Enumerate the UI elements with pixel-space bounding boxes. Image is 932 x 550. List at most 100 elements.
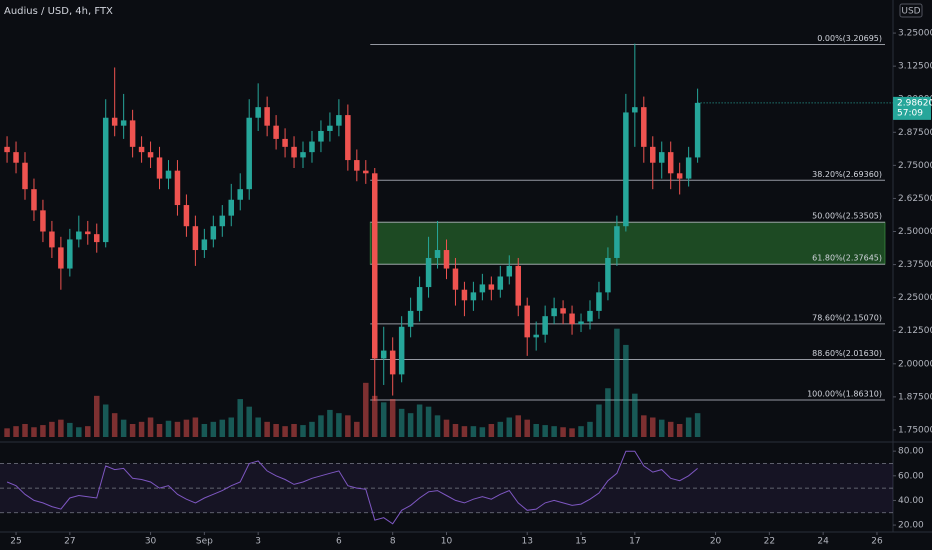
volume-bar	[246, 406, 252, 437]
candle-body	[76, 231, 82, 240]
volume-bar	[398, 408, 405, 437]
x-tick-label: 22	[764, 537, 775, 547]
y-tick-label: 1.87500	[898, 392, 932, 402]
volume-bar	[533, 424, 539, 437]
volume-bar	[524, 419, 530, 437]
candle-body	[228, 199, 235, 216]
candle-body	[156, 157, 163, 179]
candle-body	[452, 268, 459, 290]
fib-label: 88.60%(2.01630)	[812, 349, 882, 358]
candle-body	[533, 334, 539, 338]
volume-bar	[542, 425, 548, 437]
fib-label: 61.80%(2.37645)	[812, 254, 882, 263]
volume-bar	[210, 421, 217, 437]
fib-label: 100.00%(1.86310)	[807, 390, 882, 399]
candle-body	[605, 257, 611, 293]
last-price-label: 2.98620	[897, 98, 932, 108]
candle-body	[102, 117, 109, 243]
candle-body	[425, 257, 432, 288]
candle-body	[31, 189, 37, 211]
volume-bar	[578, 426, 584, 437]
candle-body	[650, 146, 656, 163]
candle-body	[165, 170, 172, 179]
candle-body	[210, 226, 217, 240]
volume-bar	[192, 417, 199, 437]
candle-body	[372, 173, 378, 359]
candle-body	[506, 265, 513, 277]
candle-body	[632, 107, 638, 113]
candle-body	[13, 152, 19, 163]
candle-body	[201, 239, 208, 251]
volume-bar	[345, 415, 351, 437]
candle-body	[542, 316, 548, 335]
volume-bar	[183, 419, 190, 437]
candle-body	[49, 231, 55, 248]
volume-bar	[596, 404, 602, 437]
candle-body	[569, 313, 575, 325]
candle-body	[479, 284, 486, 293]
volume-bar	[255, 417, 261, 437]
candle-body	[398, 326, 405, 375]
x-tick-label: 8	[390, 537, 396, 547]
currency: USD	[901, 7, 920, 17]
volume-bar	[515, 415, 521, 437]
volume-bar	[318, 415, 324, 437]
volume-bar	[156, 424, 163, 437]
currency-box	[899, 3, 923, 18]
candle-body	[461, 289, 468, 301]
volume-bar	[614, 328, 620, 437]
volume-bar	[470, 426, 477, 437]
candle-body	[93, 234, 100, 243]
candle-body	[641, 107, 647, 147]
volume-bar	[641, 415, 647, 437]
volume-bar	[694, 413, 701, 437]
fib-label: 38.20%(2.69360)	[812, 170, 882, 179]
volume-bar	[372, 395, 378, 437]
volume-bar	[273, 424, 279, 437]
volume-bar	[237, 399, 243, 437]
volume-bar	[506, 417, 513, 437]
candle-body	[67, 239, 73, 269]
x-tick-label: 17	[629, 537, 640, 547]
volume-bar	[569, 428, 575, 437]
x-tick-label: 20	[710, 537, 722, 547]
candle-body	[4, 146, 10, 153]
volume-bar	[685, 417, 692, 437]
volume-bar	[389, 399, 396, 437]
y-tick-label: 2.12500	[898, 326, 932, 336]
candle-body	[345, 115, 351, 161]
volume-bar	[327, 409, 333, 437]
candle-body	[614, 226, 620, 258]
candle-body	[111, 117, 118, 126]
volume-bar	[219, 419, 226, 437]
candle-body	[551, 308, 557, 317]
x-tick-label: 15	[575, 537, 586, 547]
candle-body	[58, 247, 64, 269]
chart-title: Audius / USD, 4h, FTX	[4, 6, 113, 17]
candle-body	[129, 120, 136, 147]
x-tick-label: Sep	[196, 537, 213, 547]
candle-body	[407, 310, 414, 327]
volume-bar	[31, 427, 37, 437]
candle-body	[515, 265, 521, 306]
candle-body	[354, 160, 360, 171]
candle-body	[416, 287, 423, 311]
volume-bar	[58, 419, 64, 437]
volume-bar	[443, 419, 450, 437]
candle-body	[524, 305, 530, 338]
volume-bar	[336, 413, 342, 437]
rsi-tick-label: 60.00	[898, 471, 924, 481]
volume-bar	[111, 413, 118, 437]
x-tick-label: 24	[817, 537, 829, 547]
rsi-tick-label: 40.00	[898, 496, 924, 506]
volume-bar	[129, 424, 136, 437]
y-tick-label: 2.62500	[898, 194, 932, 204]
candle-body	[120, 120, 127, 126]
volume-bar	[407, 413, 414, 437]
fib-label: 50.00%(2.53505)	[812, 212, 882, 221]
candle-body	[587, 310, 593, 322]
volume-bar	[264, 421, 270, 437]
volume-bar	[416, 404, 423, 437]
x-tick-label: 10	[441, 537, 453, 547]
